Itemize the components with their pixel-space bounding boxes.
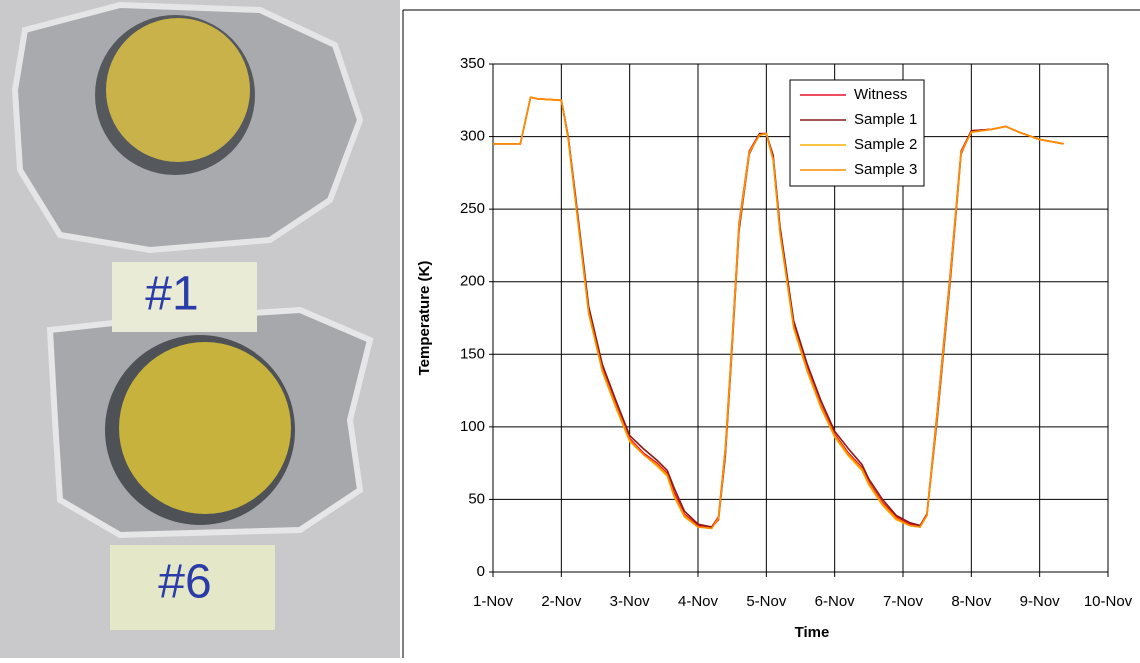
legend-label: Sample 3	[854, 161, 917, 178]
y-tick-label: 50	[468, 490, 485, 507]
x-tick-label: 4-Nov	[678, 593, 719, 610]
y-tick-label: 100	[460, 418, 485, 435]
legend-label: Sample 2	[854, 136, 917, 153]
y-axis-title: Temperature (K)	[416, 261, 433, 376]
y-tick-label: 200	[460, 273, 485, 290]
photo-label: #6	[158, 556, 211, 609]
x-tick-label: 1-Nov	[473, 593, 514, 610]
y-tick-label: 250	[460, 200, 485, 217]
series-line	[493, 96, 1064, 530]
x-tick-label: 9-Nov	[1020, 593, 1061, 610]
legend-label: Witness	[854, 86, 907, 103]
series-line	[493, 96, 1064, 528]
series-line	[493, 96, 1064, 528]
series-line	[493, 96, 1064, 530]
photo: #1 #6	[0, 0, 400, 658]
tape-label	[110, 545, 275, 630]
x-tick-label: 3-Nov	[610, 593, 651, 610]
chart: Time Temperature (K) 0 50 100 150 200 250 300 3…	[416, 55, 1133, 641]
tape-label	[112, 262, 257, 332]
x-tick-label: 8-Nov	[951, 593, 992, 610]
legend	[789, 79, 925, 187]
legend-label: Sample 1	[854, 111, 917, 128]
x-axis-title: Time	[795, 624, 830, 641]
wafer	[119, 342, 291, 514]
y-tick-label: 350	[460, 55, 485, 72]
y-tick-label: 150	[460, 345, 485, 362]
x-tick-label: 7-Nov	[883, 593, 924, 610]
y-tick-label: 0	[477, 563, 485, 580]
y-tick-label: 300	[460, 128, 485, 145]
x-tick-label: 2-Nov	[541, 593, 582, 610]
x-tick-label: 6-Nov	[815, 593, 856, 610]
x-tick-label: 10-Nov	[1084, 593, 1133, 610]
wafer	[106, 18, 250, 162]
photo-label: #1	[145, 268, 198, 321]
x-tick-label: 5-Nov	[746, 593, 787, 610]
